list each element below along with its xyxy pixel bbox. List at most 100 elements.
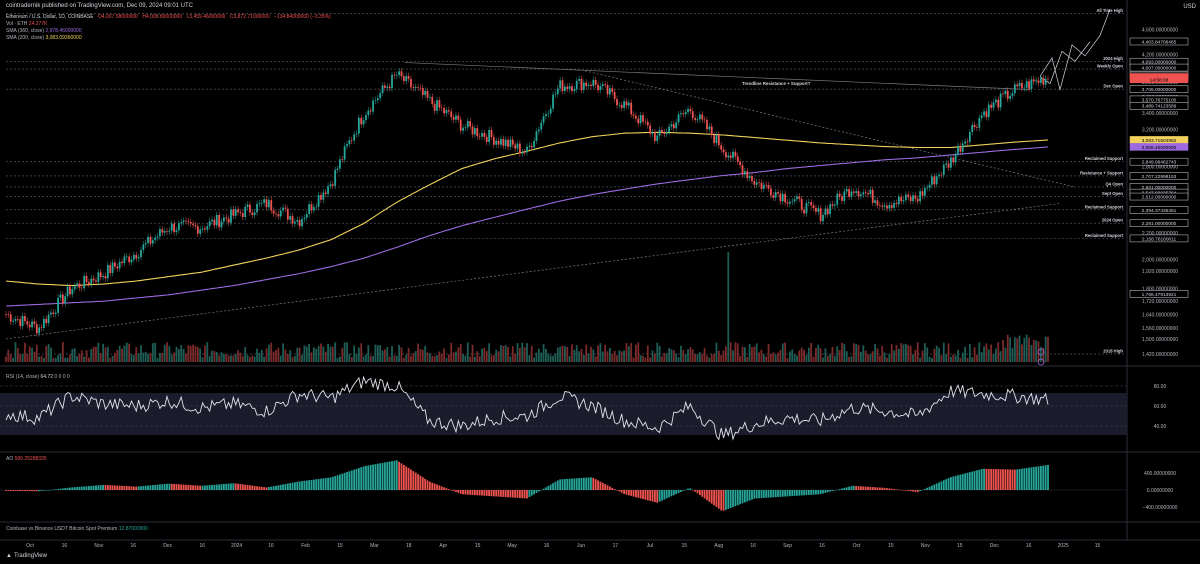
volume-bar bbox=[857, 344, 860, 362]
volume-bar bbox=[523, 347, 526, 362]
ao-bar bbox=[651, 490, 654, 502]
candle-body bbox=[540, 122, 543, 130]
volume-bar bbox=[642, 356, 644, 362]
ao-bar bbox=[931, 485, 933, 490]
volume-bar bbox=[530, 345, 533, 362]
ao-bar bbox=[618, 490, 621, 492]
ao-bar bbox=[78, 486, 81, 490]
candle-body bbox=[317, 195, 320, 207]
candle-body bbox=[410, 78, 412, 88]
time-tick: 16 bbox=[268, 543, 274, 549]
time-tick: Oct bbox=[26, 543, 34, 549]
volume-bar bbox=[992, 353, 995, 362]
volume-bar bbox=[230, 355, 232, 362]
candle-body bbox=[312, 207, 315, 211]
level-label: Reclaimed Support bbox=[1085, 233, 1124, 238]
volume-bar bbox=[239, 352, 242, 362]
volume-bar bbox=[47, 344, 50, 362]
volume-bar bbox=[87, 357, 90, 362]
ao-bar bbox=[384, 462, 386, 490]
candle-body bbox=[177, 223, 180, 231]
volume-bar bbox=[357, 347, 360, 362]
candle-body bbox=[421, 88, 424, 96]
candle-body bbox=[935, 176, 938, 185]
candle-body bbox=[438, 100, 441, 108]
candle-body bbox=[227, 218, 230, 223]
ao-bar bbox=[175, 484, 178, 490]
volume-bar bbox=[341, 347, 344, 362]
candle-body bbox=[649, 125, 652, 134]
candle-body bbox=[964, 141, 967, 144]
volume-bar bbox=[180, 344, 183, 362]
candle-body bbox=[104, 276, 107, 279]
ao-bar bbox=[504, 490, 507, 498]
volume-bar bbox=[798, 350, 801, 362]
candle-body bbox=[928, 184, 931, 188]
candle-body bbox=[66, 286, 69, 297]
volume-bar bbox=[653, 353, 656, 362]
candle-body bbox=[646, 121, 649, 126]
ao-bar bbox=[443, 487, 446, 490]
candle-body bbox=[905, 194, 907, 201]
ao-bar bbox=[459, 490, 462, 494]
candle-body bbox=[64, 296, 67, 304]
ao-bar bbox=[552, 483, 554, 490]
candle-body bbox=[561, 80, 564, 92]
ao-bar bbox=[765, 490, 768, 498]
candle-body bbox=[42, 318, 45, 328]
volume-bar bbox=[533, 357, 536, 362]
ao-bar bbox=[833, 490, 836, 491]
volume-bar bbox=[561, 345, 564, 362]
time-tick: Mar bbox=[370, 543, 379, 549]
indicator-sma360[interactable]: SMA (360, close) 2,978.46000000 bbox=[6, 28, 82, 34]
ao-bar bbox=[537, 490, 540, 492]
volume-bar bbox=[26, 354, 29, 362]
volume-bar bbox=[779, 349, 782, 362]
volume-bar bbox=[608, 348, 611, 362]
volume-bar bbox=[286, 354, 289, 362]
rsi-legend[interactable]: RSI (14, close) 64.72 0 0 0 0 bbox=[6, 374, 70, 380]
volume-bar bbox=[983, 346, 985, 362]
candle-body bbox=[109, 265, 112, 273]
ohlc-close: C3,872.71000000 bbox=[229, 14, 270, 20]
candle-body bbox=[478, 136, 481, 137]
premium-legend[interactable]: Coinbase vs Binance USDT Bitcoin Spot Pr… bbox=[6, 526, 148, 532]
ao-bar bbox=[76, 486, 78, 490]
volume-bar bbox=[1018, 335, 1021, 362]
price-label-box bbox=[1129, 37, 1189, 46]
ao-bar bbox=[137, 486, 140, 490]
ao-bar bbox=[530, 490, 533, 496]
volume-bar bbox=[433, 356, 436, 362]
candle-body bbox=[992, 102, 995, 108]
ao-bar bbox=[554, 481, 557, 490]
candle-body bbox=[663, 132, 666, 135]
volume-bar bbox=[803, 349, 805, 362]
ao-bar bbox=[50, 489, 52, 491]
ao-legend[interactable]: AO 590.25288335 bbox=[6, 456, 47, 462]
volume-bar bbox=[50, 347, 52, 362]
ao-bar bbox=[7, 490, 10, 491]
candle-body bbox=[772, 195, 775, 198]
time-tick: 16 bbox=[131, 543, 137, 549]
candle-body bbox=[708, 126, 711, 130]
volume-bar bbox=[675, 353, 678, 362]
volume-bar bbox=[211, 350, 213, 362]
candle-body bbox=[71, 289, 74, 295]
ao-bar bbox=[945, 479, 948, 490]
volume-bar bbox=[308, 344, 311, 362]
volume-bar bbox=[793, 354, 796, 362]
ao-bar bbox=[762, 490, 765, 498]
volume-bar bbox=[720, 355, 723, 362]
indicator-sma200[interactable]: SMA (200, close) 3,083.09360000 bbox=[6, 35, 82, 41]
indicator-vol[interactable]: Vol · ETH 24.277K bbox=[6, 21, 48, 27]
candle-body bbox=[762, 184, 765, 189]
volume-bar bbox=[289, 350, 292, 362]
volume-bar bbox=[237, 350, 239, 362]
ao-bar bbox=[592, 477, 595, 490]
ao-bar bbox=[713, 490, 715, 506]
ao-bar bbox=[289, 483, 292, 490]
candle-body bbox=[552, 94, 554, 109]
price-tick: 1,800.00000000 bbox=[1142, 287, 1178, 293]
price-label: 1,766.47913921 bbox=[1142, 292, 1177, 298]
